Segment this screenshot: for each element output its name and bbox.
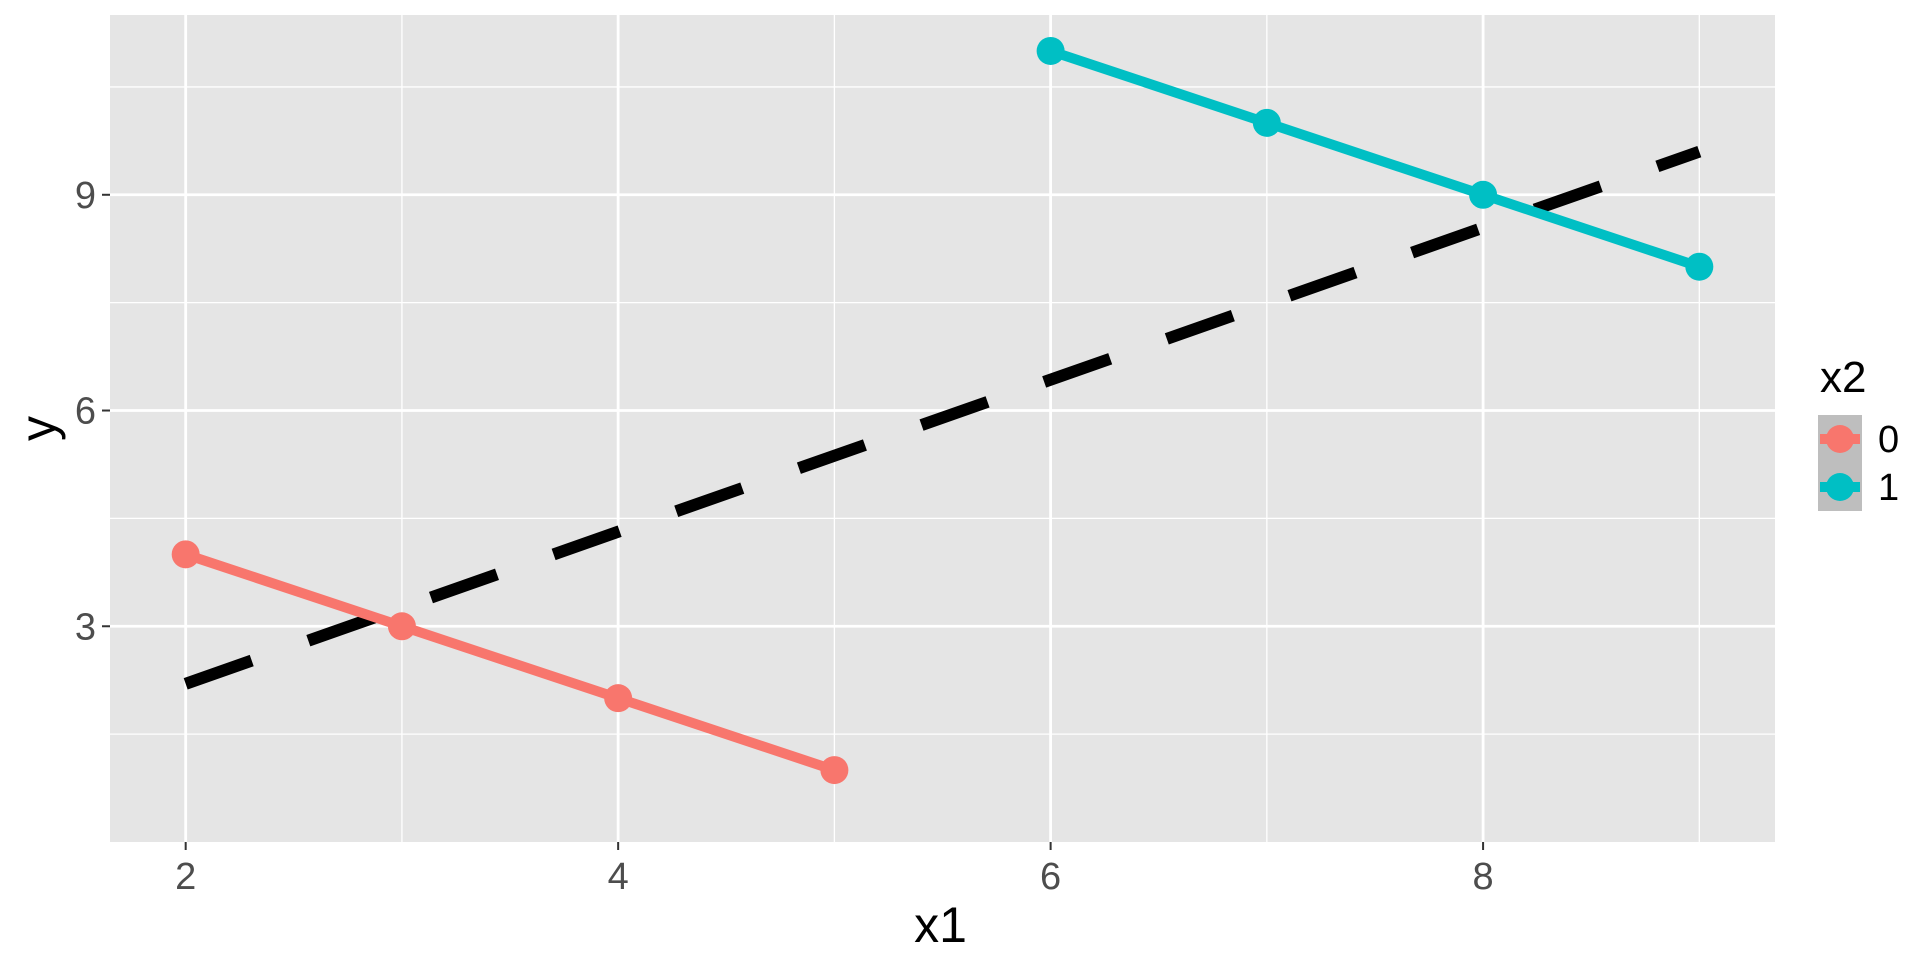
y-tick-label: 6 <box>75 391 96 433</box>
data-point-series-1 <box>1036 36 1065 65</box>
y-tick-label: 9 <box>75 175 96 217</box>
series-line-0 <box>184 549 836 775</box>
x-tick-label: 8 <box>1473 856 1494 898</box>
plot-panel <box>110 15 1775 842</box>
legend-key-point <box>1826 473 1854 501</box>
x-tick-label: 4 <box>608 856 629 898</box>
data-point-series-0 <box>171 540 200 569</box>
data-point-series-0 <box>604 684 633 713</box>
y-tick-label: 3 <box>75 606 96 648</box>
x-tick-label: 6 <box>1040 856 1061 898</box>
x-axis-title: x1 <box>914 897 967 953</box>
axis-ticks-layer: 2 4 6 8 3 6 9 <box>75 175 1494 898</box>
data-point-series-1 <box>1252 108 1281 137</box>
legend-label: 0 <box>1878 419 1899 461</box>
legend-label: 1 <box>1878 467 1899 509</box>
legend-title: x2 <box>1820 353 1866 402</box>
reference-dashed-line <box>183 145 1702 690</box>
y-axis-title: y <box>10 416 66 441</box>
data-point-series-1 <box>1469 180 1498 209</box>
legend: x2 0 1 <box>1818 353 1899 511</box>
data-point-series-0 <box>820 756 849 785</box>
data-point-series-0 <box>387 612 416 641</box>
legend-key-point <box>1826 425 1854 453</box>
series-layer <box>171 36 1714 785</box>
series-line-1 <box>1049 46 1701 272</box>
data-point-series-1 <box>1685 252 1714 281</box>
grid-layer <box>110 15 1775 842</box>
reference-line-layer <box>183 145 1702 690</box>
x-tick-label: 2 <box>175 856 196 898</box>
